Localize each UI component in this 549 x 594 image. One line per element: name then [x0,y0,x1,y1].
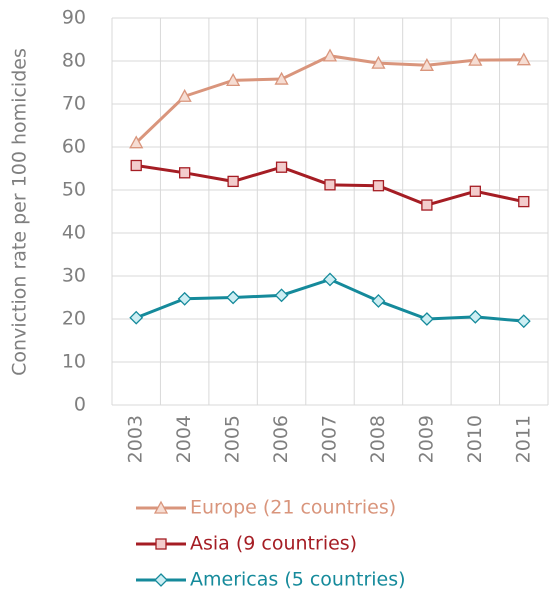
legend-text: Asia (9 countries) [190,533,357,555]
marker [468,52,483,66]
y-tick-label: 50 [62,179,86,201]
marker [516,52,531,66]
y-tick-label: 20 [62,308,86,330]
marker [518,195,530,208]
marker [419,312,434,326]
x-tick-label: 2005 [222,415,244,463]
marker [371,294,386,308]
marker [155,538,167,550]
y-tick-label: 70 [62,93,86,115]
y-tick-label: 30 [62,265,86,287]
marker [154,573,168,587]
marker [129,135,144,149]
marker [274,288,289,303]
marker [468,309,483,324]
marker [179,167,191,179]
x-tick-label: 2009 [415,415,437,463]
y-tick-label: 0 [74,394,86,416]
marker [274,71,289,85]
marker [324,179,336,191]
marker [516,314,531,329]
x-tick-label: 2011 [512,415,534,463]
x-tick-label: 2008 [367,415,389,463]
y-tick-label: 60 [62,136,86,158]
marker [322,48,338,62]
y-tick-label: 10 [62,351,86,373]
y-tick-label: 80 [62,50,86,72]
marker [130,159,142,172]
marker [323,272,337,287]
x-tick-label: 2007 [319,415,341,463]
marker [153,500,169,514]
marker [227,175,239,188]
x-tick-label: 2003 [125,415,147,463]
marker [372,180,385,192]
legend-text: Americas (5 countries) [190,569,406,591]
marker [275,161,288,173]
y-tick-label: 40 [62,222,86,244]
marker [226,290,241,305]
y-axis-title: Conviction rate per 100 homicides [9,48,31,376]
marker [371,55,386,69]
y-tick-label: 90 [62,7,86,29]
x-tick-label: 2004 [173,415,195,463]
legend-text: Europe (21 countries) [190,497,396,519]
series-line [135,54,524,144]
marker [226,72,241,86]
marker [421,199,433,211]
marker [177,291,192,306]
marker [419,57,434,71]
x-tick-label: 2006 [270,415,292,463]
marker [177,88,192,102]
x-tick-label: 2010 [464,415,486,463]
marker [129,310,144,325]
marker [469,185,481,197]
